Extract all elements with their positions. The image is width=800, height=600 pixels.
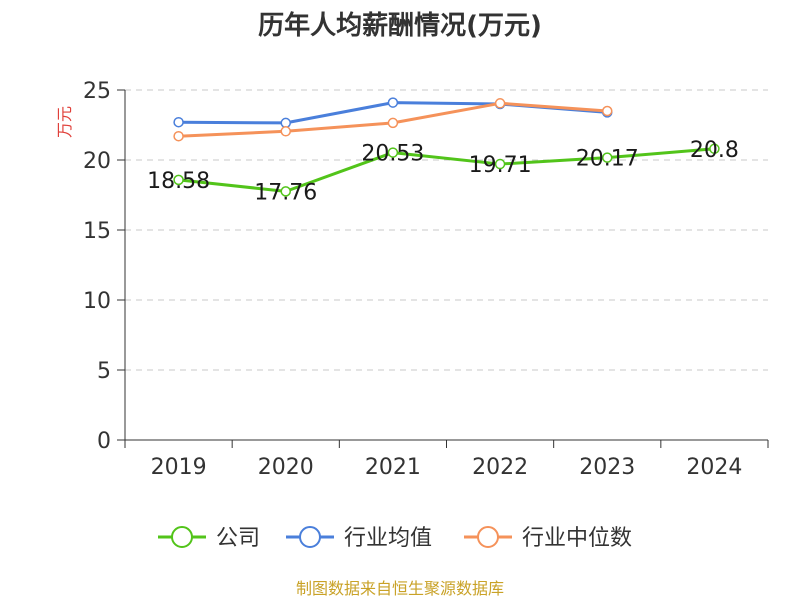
data-point	[173, 130, 184, 142]
x-tick-label: 2020	[258, 455, 314, 480]
series-line	[178, 147, 715, 193]
x-tick-label: 2024	[686, 455, 742, 480]
legend-marker	[171, 526, 193, 548]
y-tick-label: 20	[83, 149, 111, 174]
legend-marker	[477, 526, 499, 548]
x-tick-label: 2021	[365, 455, 421, 480]
data-point	[602, 105, 613, 117]
axes	[117, 89, 769, 448]
data-point	[602, 152, 613, 163]
data-point	[173, 174, 184, 186]
source-note: 制图数据来自恒生聚源数据库	[296, 579, 504, 598]
series-layer	[173, 97, 720, 197]
data-label: 20.8	[690, 138, 739, 163]
x-tick-label: 2019	[151, 455, 207, 480]
x-ticks: 2019 2020 2021 2022 2023 2024	[151, 455, 743, 480]
legend-label: 行业中位数	[522, 526, 632, 551]
data-labels: 18.58 17.76 20.53 19.71 20.17 20.8	[147, 138, 739, 206]
y-tick-label: 10	[83, 289, 111, 314]
legend-marker	[299, 526, 321, 548]
gridlines	[125, 89, 768, 371]
data-point	[709, 143, 720, 155]
data-label: 18.58	[147, 169, 210, 194]
data-point	[387, 147, 399, 158]
legend-label: 公司	[216, 526, 260, 551]
y-tick-label: 15	[83, 219, 111, 244]
data-point	[280, 186, 291, 197]
y-ticks: 0 5 10 15 20 25	[83, 79, 111, 454]
data-point	[494, 98, 506, 109]
data-label: 17.76	[254, 180, 317, 205]
legend-label: 行业均值	[344, 526, 432, 551]
chart-title: 历年人均薪酬情况(万元)	[258, 10, 542, 41]
y-tick-label: 5	[97, 359, 111, 384]
data-point	[173, 116, 184, 128]
data-point	[494, 158, 506, 170]
legend: 公司 行业均值 行业中位数	[158, 526, 632, 551]
data-label: 20.53	[361, 142, 424, 167]
x-tick-label: 2023	[579, 455, 635, 480]
y-axis-label: 万元	[55, 106, 74, 138]
x-tick-label: 2022	[472, 455, 528, 480]
data-point	[280, 126, 291, 137]
y-tick-label: 0	[97, 429, 111, 454]
data-point	[387, 97, 399, 108]
data-label: 19.71	[469, 153, 532, 178]
data-label: 20.17	[576, 147, 639, 172]
y-tick-label: 25	[83, 79, 111, 104]
data-point	[387, 117, 399, 129]
